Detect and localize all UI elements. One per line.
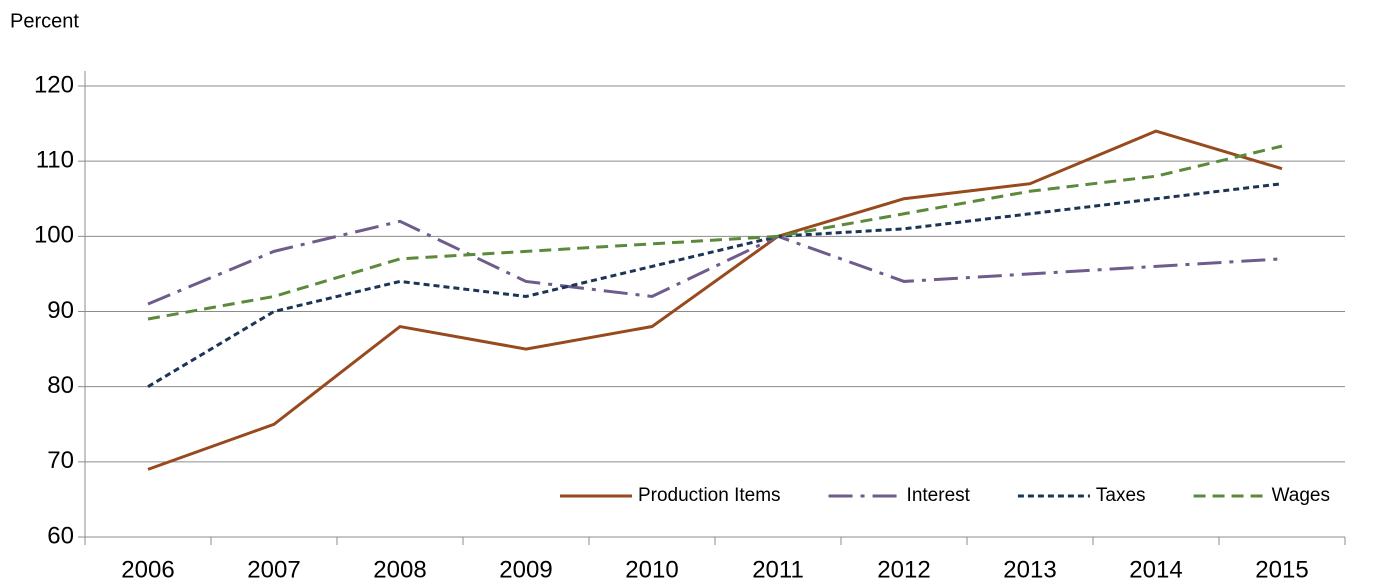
x-tick-label: 2013 (1003, 556, 1056, 583)
y-tick-label: 90 (47, 297, 74, 324)
legend-label: Wages (1272, 485, 1330, 506)
legend-label: Taxes (1096, 485, 1146, 506)
legend-label: Production Items (638, 485, 781, 506)
legend-label: Interest (907, 485, 971, 506)
x-tick-label: 2008 (373, 556, 426, 583)
x-tick-label: 2015 (1255, 556, 1308, 583)
y-tick-label: 80 (47, 372, 74, 399)
x-tick-label: 2011 (752, 556, 804, 583)
x-tick-label: 2014 (1129, 556, 1182, 583)
x-tick-label: 2007 (247, 556, 300, 583)
series-line (147, 182, 1283, 388)
y-tick-label: 70 (47, 447, 74, 474)
y-tick-label: 60 (47, 522, 74, 549)
x-tick-label: 2009 (499, 556, 552, 583)
series-line (147, 129, 1283, 471)
x-tick-label: 2006 (121, 556, 174, 583)
y-tick-label: 110 (36, 147, 74, 174)
y-tick-label: 100 (34, 222, 74, 249)
y-tick-label: 120 (34, 71, 74, 98)
x-tick-label: 2012 (877, 556, 930, 583)
series-line (147, 144, 1283, 321)
series-line (147, 219, 1283, 306)
x-tick-label: 2010 (625, 556, 678, 583)
y-axis-label: Percent (10, 10, 79, 32)
